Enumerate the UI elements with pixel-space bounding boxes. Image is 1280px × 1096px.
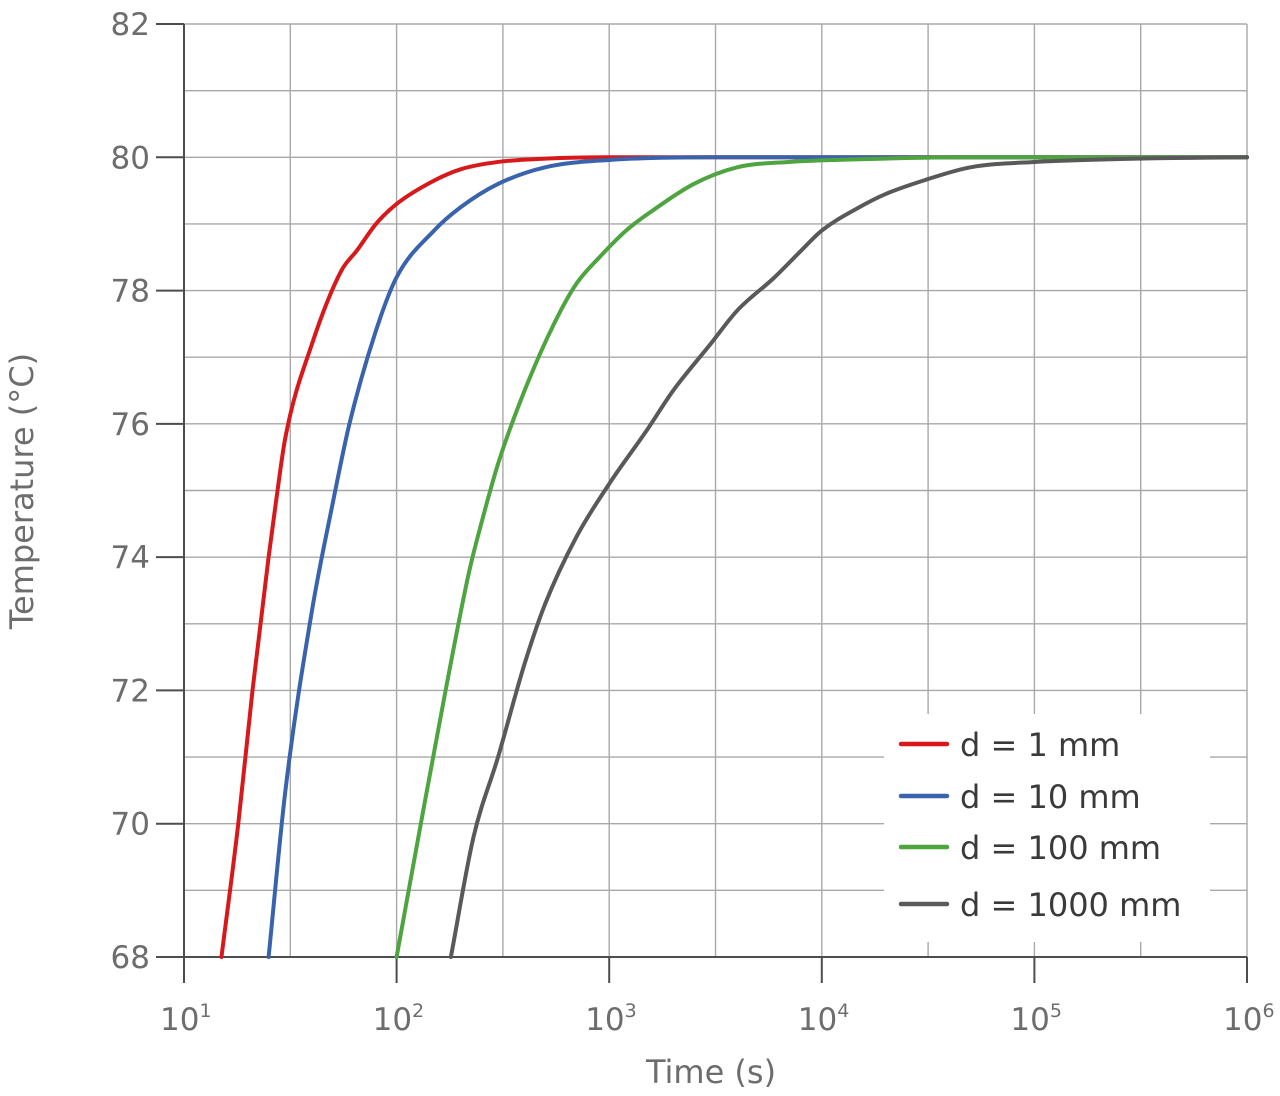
series-lines (219, 155, 1249, 959)
x-tick-label: 101 (160, 1000, 212, 1038)
grid (183, 23, 1248, 958)
y-tick-label: 70 (111, 807, 150, 843)
y-axis-title: Temperature (°C) (3, 353, 41, 630)
legend-label: d = 100 mm (960, 829, 1161, 867)
x-tick-label: 102 (373, 1000, 425, 1038)
series-line-4 (448, 155, 1249, 959)
series-line-2 (266, 155, 1249, 959)
legend-label: d = 1 mm (960, 726, 1120, 764)
y-tick-label: 68 (111, 940, 150, 976)
y-tick-label: 74 (111, 540, 150, 576)
x-tick-label: 104 (798, 1000, 850, 1038)
x-tick-label: 106 (1223, 1000, 1275, 1038)
x-tick-label: 105 (1010, 1000, 1062, 1038)
legend-label: d = 10 mm (960, 778, 1141, 816)
x-tick-label: 103 (585, 1000, 637, 1038)
y-tick-label: 76 (111, 407, 150, 443)
legend: d = 1 mm d = 10 mm d = 100 mm d = 1000 mm (884, 714, 1210, 942)
y-tick-label: 82 (111, 7, 150, 43)
y-tick-label: 80 (111, 140, 150, 176)
y-tick-label: 78 (111, 274, 150, 310)
x-axis-title: Time (s) (645, 1053, 776, 1091)
series-line-3 (394, 155, 1249, 959)
legend-label: d = 1000 mm (960, 886, 1181, 924)
axes: 68 70 72 74 76 78 80 82 101 102 103 104 105 106 (111, 7, 1275, 1038)
series-line-1 (219, 155, 1249, 959)
y-tick-label: 72 (111, 673, 150, 709)
